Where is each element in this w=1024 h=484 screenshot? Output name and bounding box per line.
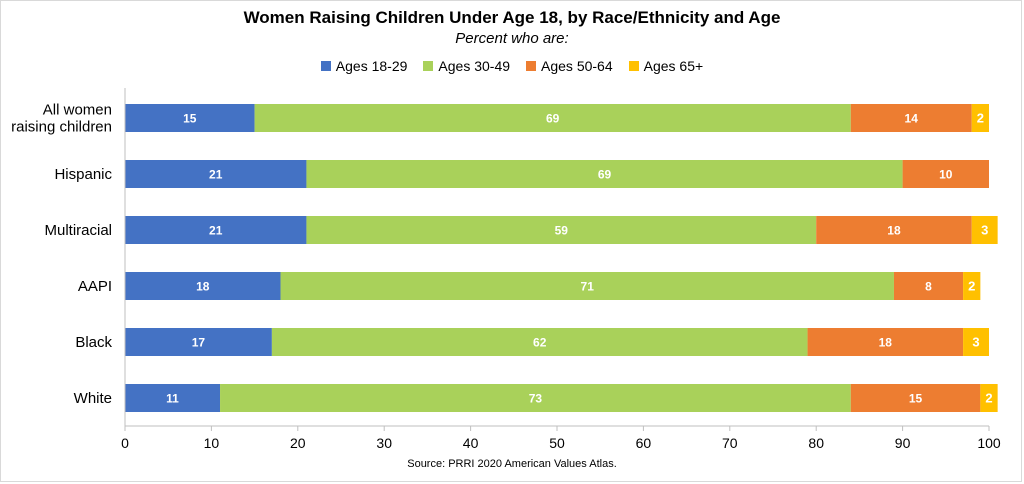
data-label: 3	[981, 223, 988, 238]
bar-segment	[125, 328, 272, 356]
bar-segment	[980, 384, 998, 412]
bar-segment	[125, 384, 221, 412]
data-label: 11	[166, 392, 179, 406]
x-tick-label: 80	[808, 435, 824, 451]
bar-segment	[816, 216, 972, 244]
category-label: Multiracial	[44, 222, 112, 239]
data-label: 18	[887, 224, 901, 238]
x-tick-label: 100	[977, 435, 1001, 451]
bar-segment	[280, 272, 894, 300]
category-label-line: White	[74, 390, 112, 407]
bar-segment	[971, 104, 989, 132]
data-label: 2	[985, 391, 992, 406]
bar-segment	[271, 328, 808, 356]
chart-title: Women Raising Children Under Age 18, by …	[243, 8, 781, 27]
legend-label: Ages 18-29	[335, 58, 408, 74]
bar-segment	[963, 328, 989, 356]
bar-segment	[306, 160, 903, 188]
legend-swatch	[423, 61, 434, 71]
data-label: 71	[581, 280, 595, 294]
data-label: 62	[533, 336, 547, 350]
category-label: Hispanic	[54, 166, 112, 183]
legend-swatch	[320, 61, 331, 71]
bar-segment	[125, 216, 307, 244]
data-label: 3	[972, 335, 979, 350]
data-label: 17	[192, 336, 206, 350]
data-label: 21	[209, 168, 223, 182]
x-tick-label: 50	[549, 435, 565, 451]
legend-swatch	[526, 61, 537, 71]
bar-segment	[125, 104, 255, 132]
x-tick-label: 60	[636, 435, 652, 451]
data-label: 21	[209, 224, 223, 238]
bar-segment	[306, 216, 817, 244]
legend: Ages 18-29 Ages 30-49 Ages 50-64 Ages 65…	[0, 58, 1024, 74]
bar-segment	[963, 272, 981, 300]
bar-segment	[220, 384, 851, 412]
x-tick-label: 70	[722, 435, 738, 451]
x-tick-label: 30	[376, 435, 392, 451]
x-tick-label: 20	[290, 435, 306, 451]
legend-item-ages-65-plus: Ages 65+	[628, 58, 704, 74]
category-label-line: Multiracial	[44, 222, 112, 239]
category-label: White	[74, 390, 112, 407]
category-label-line: All women	[43, 102, 112, 119]
data-label: 14	[905, 112, 919, 126]
legend-label: Ages 30-49	[438, 58, 511, 74]
legend-label: Ages 50-64	[541, 58, 613, 74]
x-tick-label: 90	[895, 435, 911, 451]
bar-segment	[893, 272, 964, 300]
data-label: 18	[196, 280, 210, 294]
bar-segment	[125, 160, 307, 188]
category-label-line: raising children	[11, 119, 112, 136]
data-label: 10	[939, 168, 953, 182]
data-label: 59	[555, 224, 569, 238]
chart-subtitle: Percent who are:	[455, 30, 569, 47]
category-label-line: Black	[75, 334, 112, 351]
data-label: 8	[925, 280, 932, 294]
legend-item-ages-30-49: Ages 30-49	[423, 58, 510, 74]
bar-segment	[971, 216, 998, 244]
bar-segment	[125, 272, 281, 300]
category-label: Black	[75, 334, 112, 351]
x-tick-label: 0	[121, 435, 129, 451]
legend-swatch	[628, 61, 639, 71]
x-tick-label: 40	[463, 435, 479, 451]
legend-item-ages-18-29: Ages 18-29	[320, 58, 408, 74]
data-label: 69	[546, 112, 560, 126]
data-label: 18	[879, 336, 893, 350]
legend-item-ages-50-64: Ages 50-64	[526, 58, 613, 74]
bar-segment	[254, 104, 851, 132]
category-label-line: Hispanic	[54, 166, 112, 183]
bar-segment	[850, 384, 981, 412]
data-label: 15	[909, 392, 923, 406]
data-label: 15	[183, 112, 197, 126]
category-label: AAPI	[78, 278, 112, 295]
bar-segment	[902, 160, 989, 188]
bar-segment	[850, 104, 972, 132]
legend-label: Ages 65+	[643, 58, 704, 74]
source-note: Source: PRRI 2020 American Values Atlas.	[407, 458, 617, 470]
data-label: 2	[968, 279, 975, 294]
data-label: 73	[529, 392, 543, 406]
category-label-line: AAPI	[78, 278, 112, 295]
x-tick-label: 10	[204, 435, 220, 451]
category-label: All women raising children	[11, 102, 112, 136]
bar-segment	[807, 328, 964, 356]
data-label: 69	[598, 168, 612, 182]
data-label: 2	[977, 111, 984, 126]
